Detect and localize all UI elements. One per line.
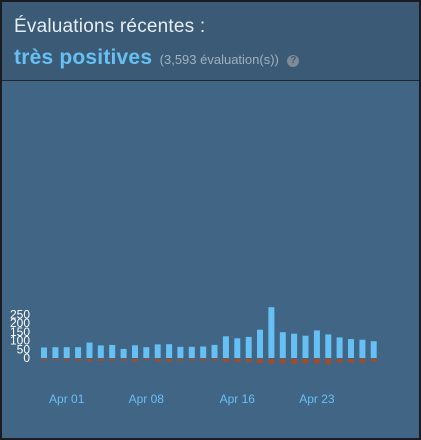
positive-bar[interactable] [166,344,173,358]
y-tick-label: 150 [10,325,30,339]
x-tick-label: Apr 23 [299,392,335,406]
negative-bar[interactable] [370,359,377,362]
rating-line: très positives (3,593 évaluation(s)) ? [14,46,300,70]
y-tick-label: 100 [10,334,30,348]
negative-bar[interactable] [154,359,161,362]
review-histogram-chart: 0 50 100 150 200 250 Apr 01 Apr 08 Apr 16 Apr 23 [2,81,419,438]
positive-bar[interactable] [313,330,320,358]
negative-bar[interactable] [245,359,252,363]
positive-bar[interactable] [359,339,366,358]
y-tick-label: 250 [10,307,30,321]
positive-bar[interactable] [177,346,184,358]
review-count: (3,593 évaluation(s)) [159,52,279,67]
negative-bar[interactable] [279,359,286,364]
positive-bar[interactable] [86,342,93,358]
positive-bar[interactable] [279,332,286,358]
positive-bar[interactable] [52,347,59,358]
y-tick-label: 200 [10,316,30,330]
positive-bar[interactable] [120,348,127,358]
y-tick-label: 50 [17,342,31,356]
positive-bar[interactable] [132,345,138,358]
x-tick-label: Apr 01 [49,392,85,406]
negative-bar[interactable] [166,359,173,362]
negative-bar[interactable] [97,359,104,362]
positive-bar[interactable] [222,336,229,358]
negative-bar[interactable] [336,359,343,363]
positive-bar[interactable] [75,347,82,358]
positive-bar[interactable] [109,344,116,358]
positive-bar[interactable] [268,307,275,358]
positive-bar[interactable] [143,347,150,358]
negative-bar[interactable] [359,359,366,363]
negative-bar[interactable] [41,359,47,361]
positive-bar[interactable] [302,335,309,358]
negative-bar[interactable] [211,359,218,361]
review-rating[interactable]: très positives [14,46,153,69]
positive-bar[interactable] [257,329,263,358]
negative-bar[interactable] [86,359,93,362]
positive-bar[interactable] [291,333,298,358]
positive-bar[interactable] [41,347,47,359]
negative-bar[interactable] [120,359,127,361]
positive-bar[interactable] [348,339,354,358]
positive-bar[interactable] [211,344,218,358]
negative-bar[interactable] [188,359,195,361]
positive-bar[interactable] [234,338,241,358]
positive-bar[interactable] [97,345,104,358]
positive-bar[interactable] [325,334,332,358]
recent-reviews-title: Évaluations récentes : [14,16,206,37]
negative-bar[interactable] [313,359,320,364]
negative-bar[interactable] [222,359,229,362]
negative-bar[interactable] [234,359,241,363]
negative-bar[interactable] [143,359,150,361]
positive-bar[interactable] [370,341,377,358]
positive-bar[interactable] [188,346,195,358]
negative-bar[interactable] [109,359,116,361]
help-icon[interactable]: ? [287,55,300,67]
negative-bar[interactable] [325,359,332,365]
negative-bar[interactable] [75,359,82,361]
positive-bar[interactable] [63,347,70,358]
y-tick-label: 0 [23,351,30,365]
negative-bar[interactable] [177,359,184,361]
positive-bar[interactable] [200,346,207,359]
positive-bar[interactable] [336,337,343,358]
review-summary-header: Évaluations récentes : très positives (3… [2,2,419,81]
positive-bar[interactable] [245,336,252,358]
x-tick-label: Apr 08 [129,392,165,406]
positive-bar[interactable] [154,344,161,358]
negative-bar[interactable] [52,359,59,361]
negative-bar[interactable] [302,359,309,364]
negative-bar[interactable] [257,359,263,364]
negative-bar[interactable] [268,359,275,364]
negative-bar[interactable] [291,359,298,364]
negative-bar[interactable] [63,359,70,361]
negative-bar[interactable] [348,359,354,363]
negative-bar[interactable] [132,359,138,362]
x-tick-label: Apr 16 [220,392,256,406]
negative-bar[interactable] [200,359,207,361]
